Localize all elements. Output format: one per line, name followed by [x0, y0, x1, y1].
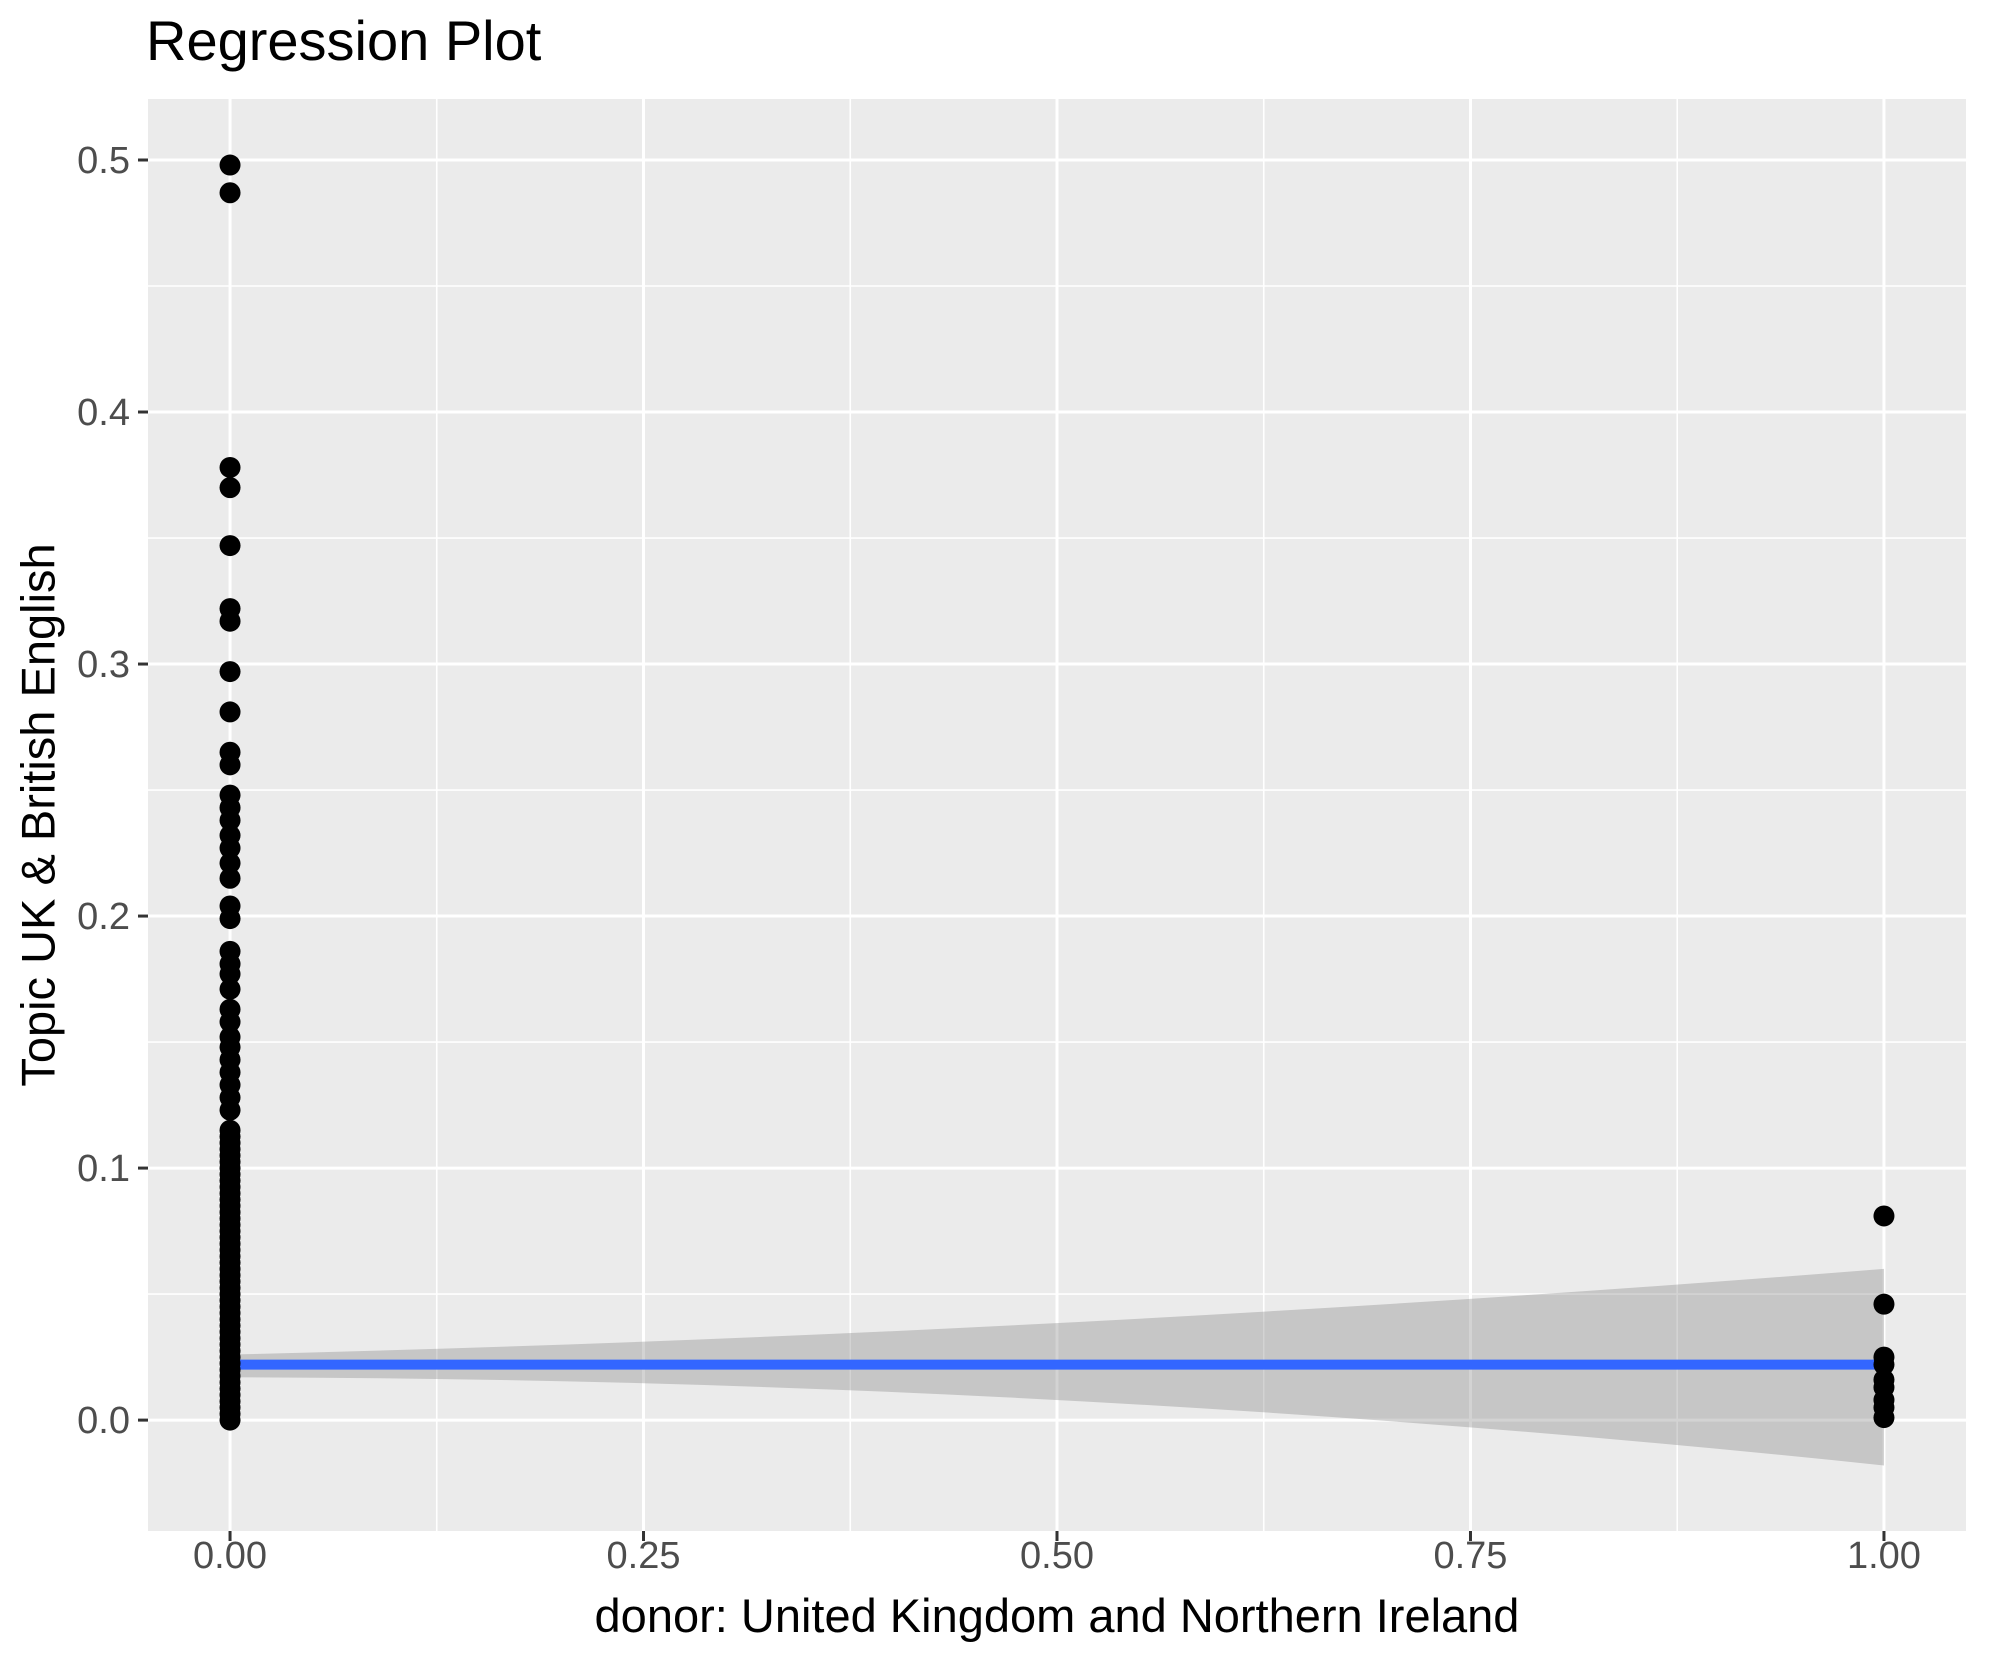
- x-axis-title: donor: United Kingdom and Northern Irela…: [594, 1589, 1520, 1642]
- data-point: [1873, 1293, 1895, 1315]
- data-point: [219, 154, 241, 176]
- data-point: [219, 477, 241, 499]
- data-point: [219, 1011, 241, 1033]
- y-axis-title: Topic UK & British English: [11, 543, 65, 1087]
- x-tick-label: 0.00: [193, 1535, 267, 1577]
- x-tick-label: 1.00: [1847, 1535, 1921, 1577]
- data-point: [219, 701, 241, 723]
- data-point: [219, 908, 241, 930]
- data-point: [219, 1099, 241, 1121]
- plot-title: Regression Plot: [146, 9, 542, 72]
- data-point: [219, 852, 241, 874]
- y-tick-label: 0.4: [77, 392, 130, 434]
- data-point: [219, 809, 241, 831]
- data-point: [219, 754, 241, 776]
- data-point: [1873, 1354, 1895, 1376]
- x-tick-label: 0.50: [1020, 1535, 1094, 1577]
- y-tick-label: 0.3: [77, 644, 130, 686]
- x-tick-label: 0.25: [607, 1535, 681, 1577]
- data-point: [219, 978, 241, 1000]
- y-tick-label: 0.2: [77, 896, 130, 938]
- data-point: [219, 610, 241, 632]
- y-tick-label: 0.5: [77, 140, 130, 182]
- data-point: [1873, 1407, 1895, 1429]
- x-tick-label: 0.75: [1433, 1535, 1507, 1577]
- data-point: [219, 963, 241, 985]
- data-point: [219, 182, 241, 204]
- data-point: [219, 456, 241, 478]
- y-tick-label: 0.1: [77, 1148, 130, 1190]
- data-point: [219, 837, 241, 859]
- data-point: [219, 867, 241, 889]
- data-point: [219, 661, 241, 683]
- data-point: [1873, 1205, 1895, 1227]
- data-point: [219, 535, 241, 557]
- y-tick-label: 0.0: [77, 1400, 130, 1442]
- data-point: [219, 1119, 241, 1141]
